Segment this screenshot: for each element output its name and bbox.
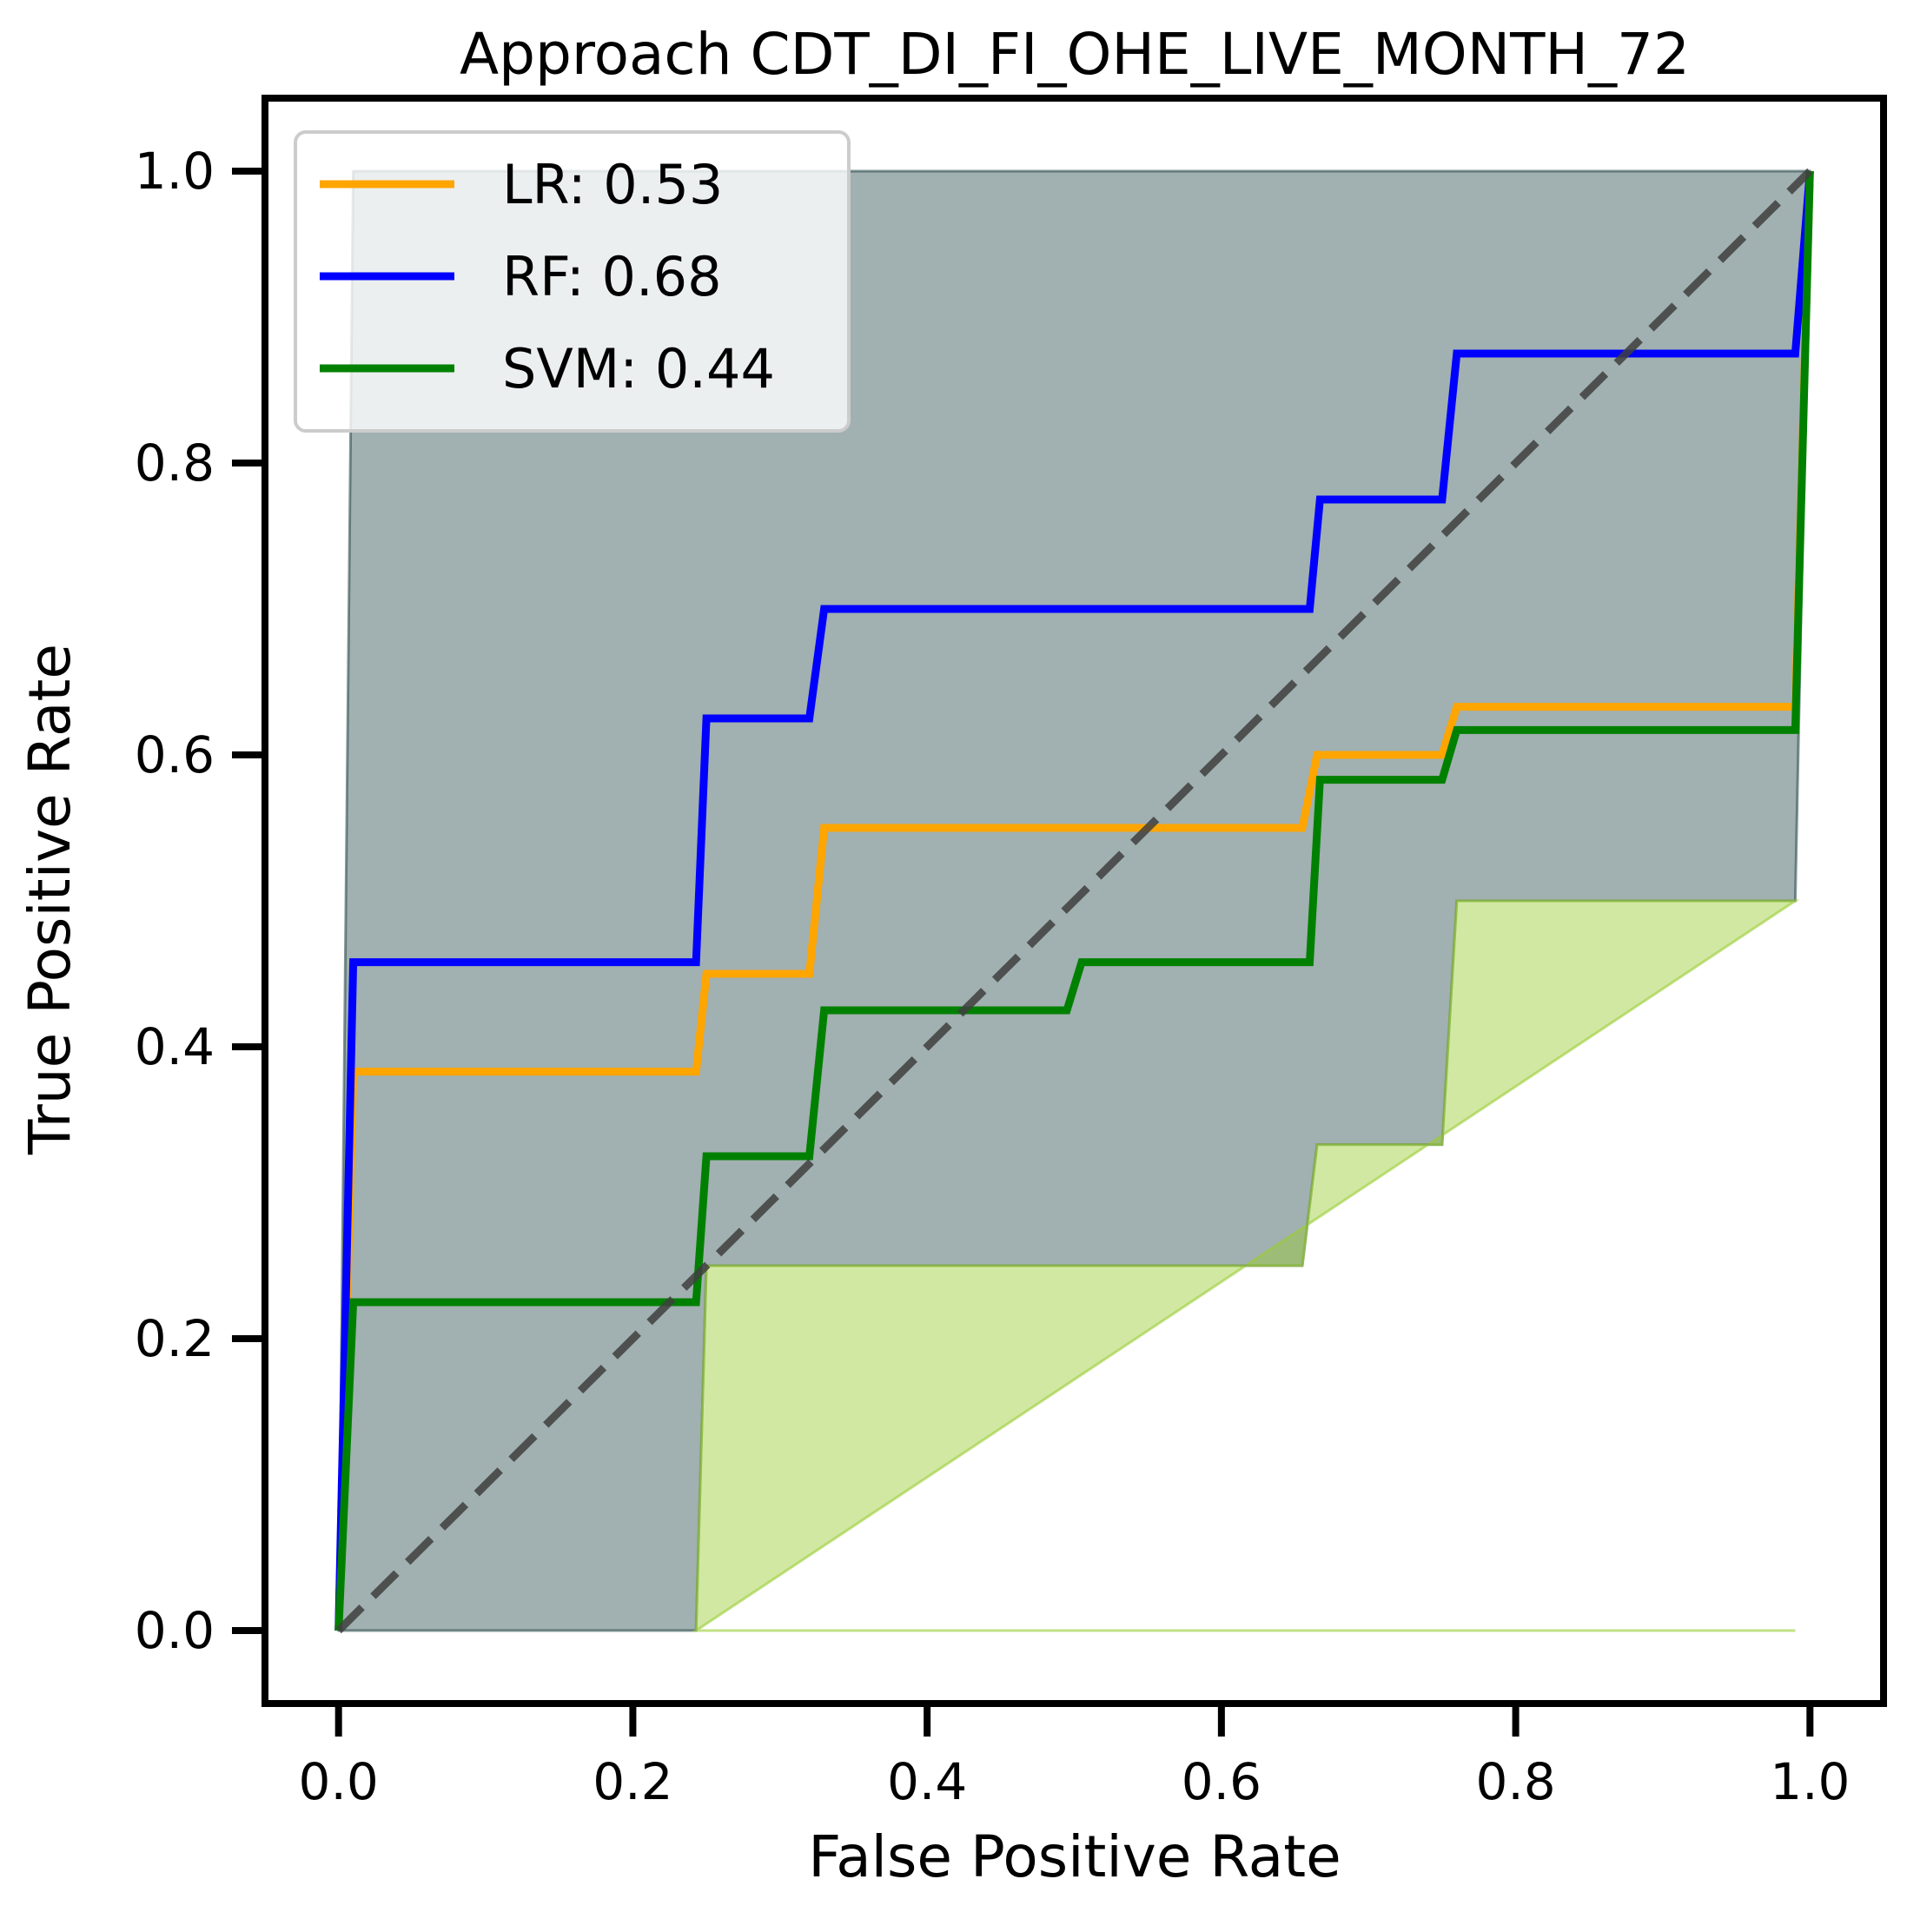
y-tick-label: 0.6 [135,725,215,784]
x-tick-label: 1.0 [1770,1752,1850,1811]
chart-title: Approach CDT_DI_FI_OHE_LIVE_MONTH_72 [460,21,1690,88]
plot-frame [262,95,1887,1707]
x-tick-label: 0.0 [299,1752,379,1811]
y-tick-label: 1.0 [135,142,215,201]
y-axis-label: True Positive Rate [17,644,83,1155]
y-axis: 0.0 0.2 0.4 0.6 0.8 1.0 [135,142,265,1660]
legend-label-lr: LR: 0.53 [502,153,723,216]
plot-area [334,168,1814,1634]
x-tick-label: 0.4 [887,1752,967,1811]
x-axis-label: False Positive Rate [808,1823,1341,1890]
y-tick-label: 0.4 [135,1017,215,1076]
y-tick-label: 0.0 [135,1601,215,1660]
legend-label-rf: RF: 0.68 [502,245,722,308]
legend-box [294,130,851,433]
x-tick-label: 0.6 [1182,1752,1261,1811]
y-tick-label: 0.8 [135,433,215,493]
legend: LR: 0.53 RF: 0.68 SVM: 0.44 [294,130,851,433]
y-tick-label: 0.2 [135,1309,215,1368]
series-line-lr [334,170,1814,1631]
chance-diagonal-line [335,168,1813,1634]
x-tick-label: 0.8 [1475,1752,1555,1811]
legend-label-svm: SVM: 0.44 [502,337,775,400]
confidence-band-2 [692,899,1800,1632]
x-tick-label: 0.2 [593,1752,672,1811]
x-axis: 0.0 0.2 0.4 0.6 0.8 1.0 [299,1704,1850,1811]
series-line-rf [334,170,1814,1631]
